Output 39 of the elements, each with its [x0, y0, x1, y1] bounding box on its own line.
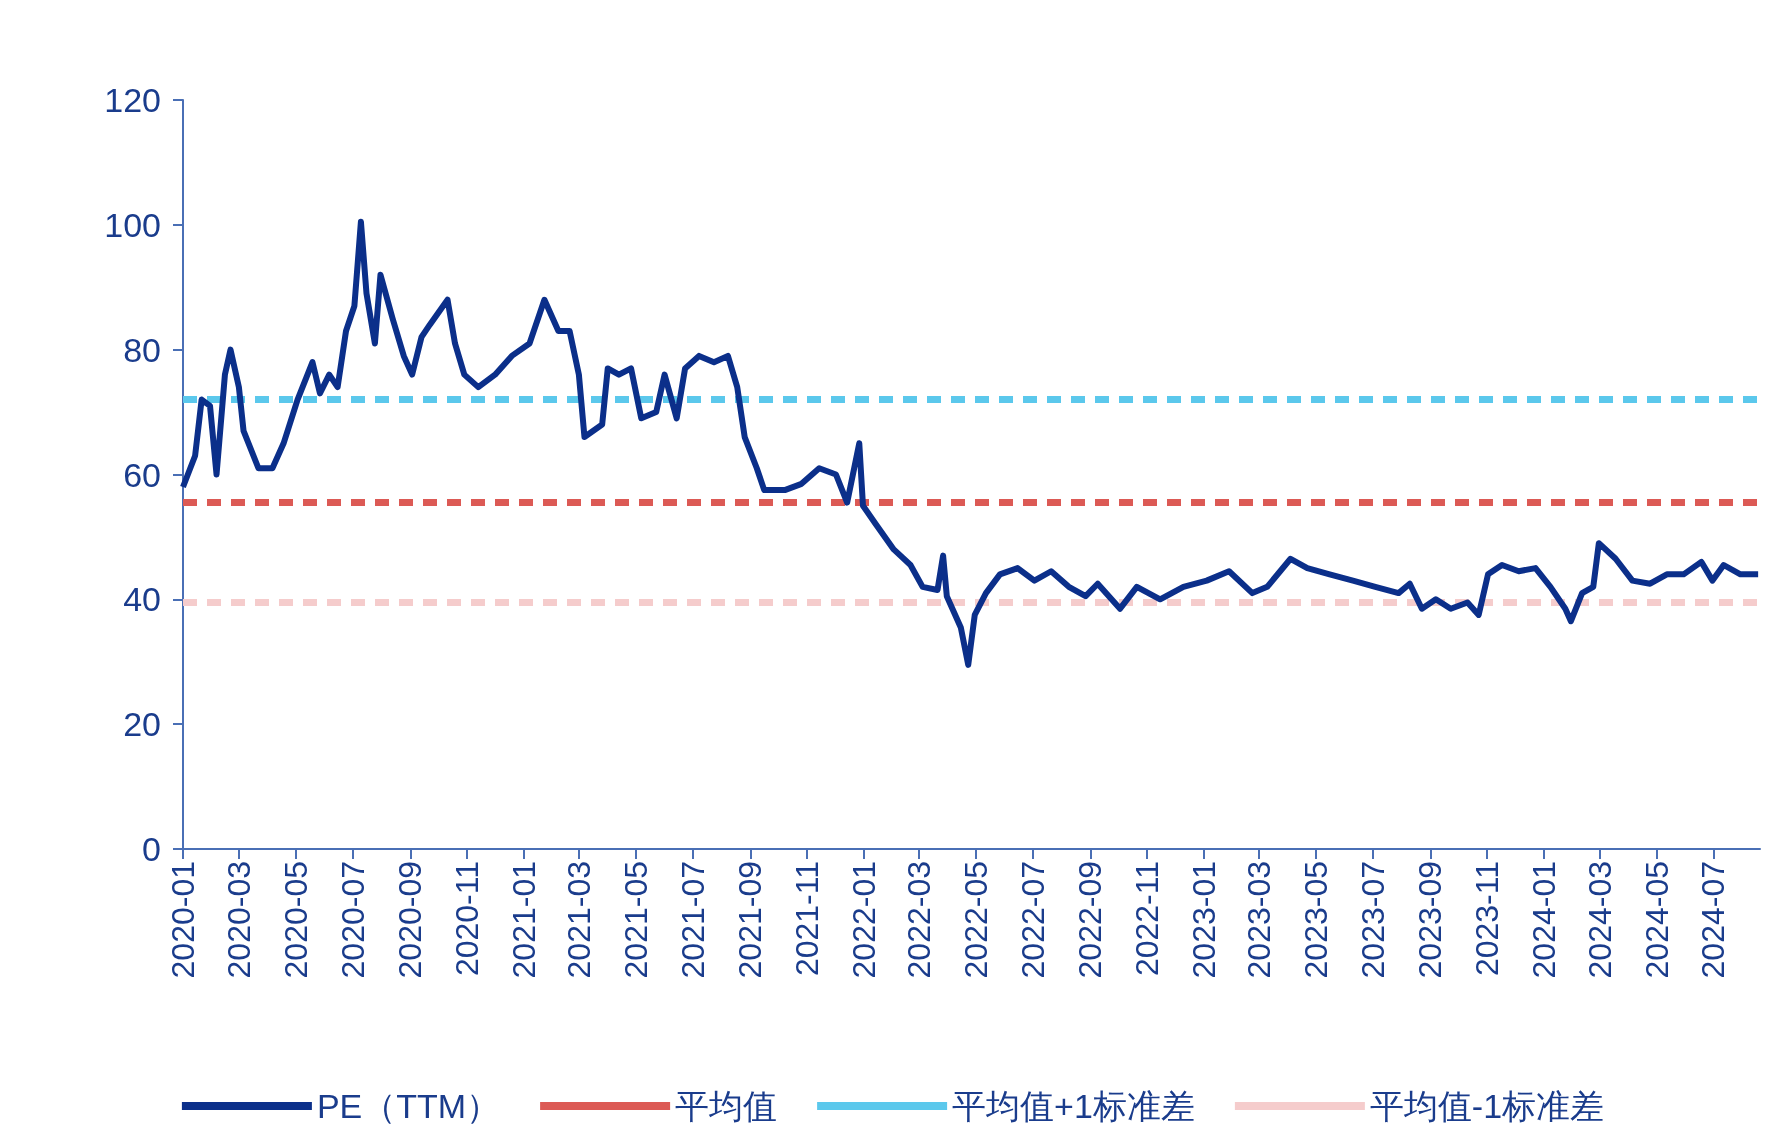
x-tick-label: 2024-07: [1695, 861, 1732, 979]
x-tick-label: 2023-11: [1469, 861, 1506, 977]
x-tick-label: 2020-03: [220, 861, 257, 979]
x-tick-label: 2022-11: [1129, 861, 1166, 977]
legend-label: 平均值: [675, 1087, 778, 1125]
x-tick-label: 2021-05: [617, 861, 654, 979]
x-tick-label: 2022-01: [845, 861, 882, 979]
x-tick-label: 2022-05: [957, 861, 994, 979]
x-tick-label: 2021-09: [732, 861, 769, 979]
x-tick-label: 2021-01: [505, 861, 542, 979]
y-tick-label: 80: [123, 330, 161, 369]
x-tick-label: 2024-05: [1638, 861, 1675, 979]
x-tick-label: 2023-01: [1185, 861, 1222, 979]
x-tick-label: 2021-07: [674, 861, 711, 979]
legend-label: 平均值+1标准差: [952, 1087, 1195, 1125]
x-tick-label: 2023-09: [1412, 861, 1449, 979]
y-tick-label: 60: [123, 455, 161, 494]
legend-label: PE（TTM）: [316, 1087, 501, 1125]
y-tick-label: 100: [104, 205, 161, 244]
x-tick-label: 2020-07: [334, 861, 371, 979]
x-tick-label: 2021-03: [560, 861, 597, 979]
x-tick-label: 2021-11: [789, 861, 826, 977]
x-tick-label: 2022-09: [1072, 861, 1109, 979]
legend-label: 平均值-1标准差: [1369, 1087, 1605, 1125]
x-tick-label: 2020-05: [277, 861, 314, 979]
x-tick-label: 2020-09: [392, 861, 429, 979]
x-tick-label: 2022-03: [900, 861, 937, 979]
y-tick-label: 20: [123, 705, 161, 744]
x-tick-label: 2020-11: [449, 861, 486, 977]
x-tick-label: 2020-01: [165, 861, 201, 979]
x-tick-label: 2023-07: [1354, 861, 1391, 979]
x-tick-label: 2024-01: [1525, 861, 1562, 979]
x-tick-label: 2023-03: [1240, 861, 1277, 979]
x-tick-label: 2023-05: [1297, 861, 1334, 979]
y-tick-label: 40: [123, 580, 161, 619]
y-tick-label: 120: [104, 81, 161, 119]
x-tick-label: 2024-03: [1581, 861, 1618, 979]
y-tick-label: 0: [142, 830, 161, 868]
x-tick-label: 2022-07: [1014, 861, 1051, 979]
